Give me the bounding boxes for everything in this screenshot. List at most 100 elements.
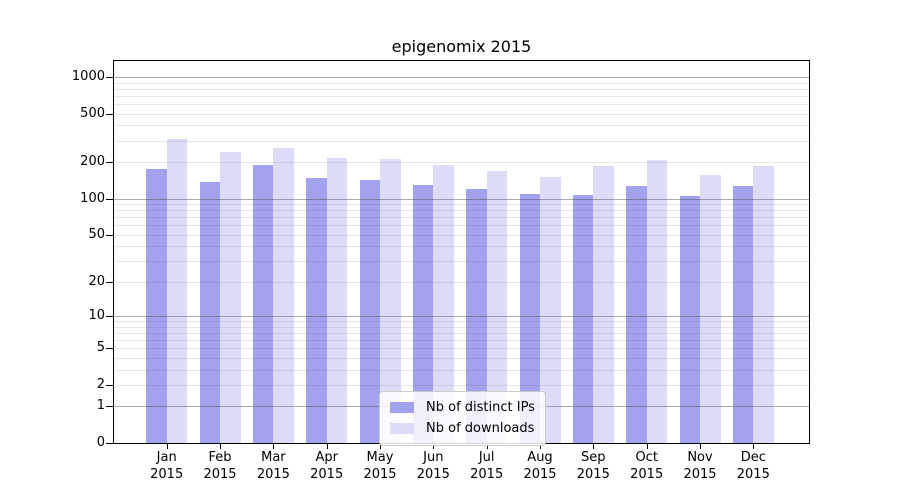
x-tick-year: 2015 <box>310 467 344 482</box>
x-tick-mark-jun <box>433 444 435 449</box>
minor-gridline-300 <box>114 140 809 142</box>
x-tick-label-feb: Feb 2015 <box>185 449 255 483</box>
x-tick-month: Feb <box>208 450 232 465</box>
plot-area <box>113 60 810 444</box>
x-tick-mark-jan <box>166 444 168 449</box>
x-tick-label-jan: Jan 2015 <box>132 449 202 483</box>
bar-downloads-sep <box>593 166 614 443</box>
major-gridline-1000 <box>114 76 809 78</box>
y-tick-label-20: 20 <box>88 273 105 289</box>
minor-gridline-40 <box>114 246 809 248</box>
x-tick-label-nov: Nov 2015 <box>665 449 735 483</box>
x-tick-year: 2015 <box>470 467 504 482</box>
bar-distinct-ips-sep <box>572 195 594 443</box>
bar-downloads-jun <box>433 164 454 443</box>
minor-gridline-200 <box>114 162 809 163</box>
x-tick-year: 2015 <box>736 467 770 482</box>
minor-gridline-8 <box>114 326 809 328</box>
x-tick-month: Jun <box>423 450 444 465</box>
legend-entry-downloads: Nb of downloads <box>390 418 535 439</box>
x-tick-mark-dec <box>753 444 755 449</box>
y-tick-mark-10 <box>106 316 113 317</box>
chart-title: epigenomix 2015 <box>391 37 532 56</box>
x-tick-label-sep: Sep 2015 <box>558 449 628 483</box>
bar-downloads-dec <box>753 165 774 443</box>
y-tick-mark-200 <box>106 162 113 163</box>
legend-entry-distinct-ips: Nb of distinct IPs <box>390 397 535 418</box>
y-tick-mark-1000 <box>106 76 113 78</box>
bar-distinct-ips-apr <box>306 177 327 443</box>
minor-gridline-70 <box>114 217 809 219</box>
bar-distinct-ips-nov <box>679 196 700 443</box>
x-tick-label-aug: Aug 2015 <box>505 449 575 483</box>
bar-distinct-ips-jun <box>412 184 434 443</box>
x-tick-year: 2015 <box>683 467 717 482</box>
x-tick-label-jun: Jun 2015 <box>398 449 468 483</box>
y-tick-label-100: 100 <box>80 190 105 206</box>
bar-distinct-ips-may <box>359 179 381 443</box>
bar-distinct-ips-oct <box>626 185 647 443</box>
bar-downloads-jan <box>166 138 188 443</box>
x-tick-label-jul: Jul 2015 <box>452 449 522 483</box>
x-tick-mark-nov <box>700 444 701 449</box>
y-tick-label-1000: 1000 <box>71 68 105 84</box>
legend-swatch-distinct-ips <box>390 402 414 413</box>
bar-downloads-aug <box>540 177 561 443</box>
y-tick-mark-0 <box>106 443 113 444</box>
x-tick-mark-aug <box>540 444 541 449</box>
x-tick-label-apr: Apr 2015 <box>292 449 362 483</box>
x-tick-month: Apr <box>315 450 338 465</box>
bar-downloads-apr <box>326 158 348 443</box>
x-tick-label-dec: Dec 2015 <box>718 449 788 483</box>
plot-canvas <box>114 61 809 443</box>
minor-gridline-90 <box>114 204 809 205</box>
legend-label-distinct-ips: Nb of distinct IPs <box>426 400 535 415</box>
minor-gridline-900 <box>114 82 809 84</box>
x-tick-label-mar: Mar 2015 <box>238 449 308 483</box>
y-tick-label-50: 50 <box>88 226 105 242</box>
minor-gridline-2 <box>114 384 809 386</box>
bar-downloads-nov <box>700 174 721 443</box>
y-tick-mark-500 <box>106 113 113 115</box>
y-tick-label-1: 1 <box>96 398 105 414</box>
major-gridline-100 <box>114 198 809 200</box>
y-tick-mark-5 <box>106 348 113 350</box>
y-tick-label-500: 500 <box>80 105 105 121</box>
bar-downloads-jul <box>486 170 508 443</box>
x-tick-month: Aug <box>527 450 553 465</box>
legend-swatch-downloads <box>390 423 414 434</box>
legend: Nb of distinct IPs Nb of downloads <box>379 391 546 446</box>
x-tick-year: 2015 <box>363 467 397 482</box>
y-tick-mark-20 <box>106 281 113 283</box>
minor-gridline-700 <box>114 95 809 97</box>
x-tick-mark-feb <box>220 444 221 449</box>
x-tick-month: Dec <box>740 450 766 465</box>
bar-distinct-ips-dec <box>732 186 754 443</box>
minor-gridline-3 <box>114 369 809 371</box>
x-tick-month: Oct <box>635 450 658 465</box>
bar-downloads-feb <box>220 151 241 443</box>
bar-distinct-ips-jul <box>466 188 487 443</box>
bar-distinct-ips-mar <box>252 165 274 443</box>
minor-gridline-7 <box>114 332 809 334</box>
x-tick-mark-may <box>380 444 381 449</box>
x-tick-label-oct: Oct 2015 <box>612 449 682 483</box>
x-tick-mark-jul <box>486 444 488 449</box>
x-tick-year: 2015 <box>523 467 557 482</box>
x-tick-year: 2015 <box>150 467 184 482</box>
minor-gridline-5 <box>114 348 809 350</box>
bar-distinct-ips-aug <box>519 193 540 443</box>
y-tick-mark-1 <box>106 406 113 408</box>
bar-distinct-ips-jan <box>146 169 167 443</box>
bar-downloads-mar <box>273 148 294 443</box>
y-tick-label-5: 5 <box>96 340 105 356</box>
x-tick-year: 2015 <box>256 467 290 482</box>
y-tick-mark-50 <box>106 234 113 236</box>
minor-gridline-600 <box>114 104 809 105</box>
x-tick-month: Mar <box>261 450 286 465</box>
x-tick-month: May <box>366 450 394 465</box>
minor-gridline-400 <box>114 125 809 127</box>
x-tick-mark-apr <box>326 444 328 449</box>
minor-gridline-60 <box>114 225 809 227</box>
